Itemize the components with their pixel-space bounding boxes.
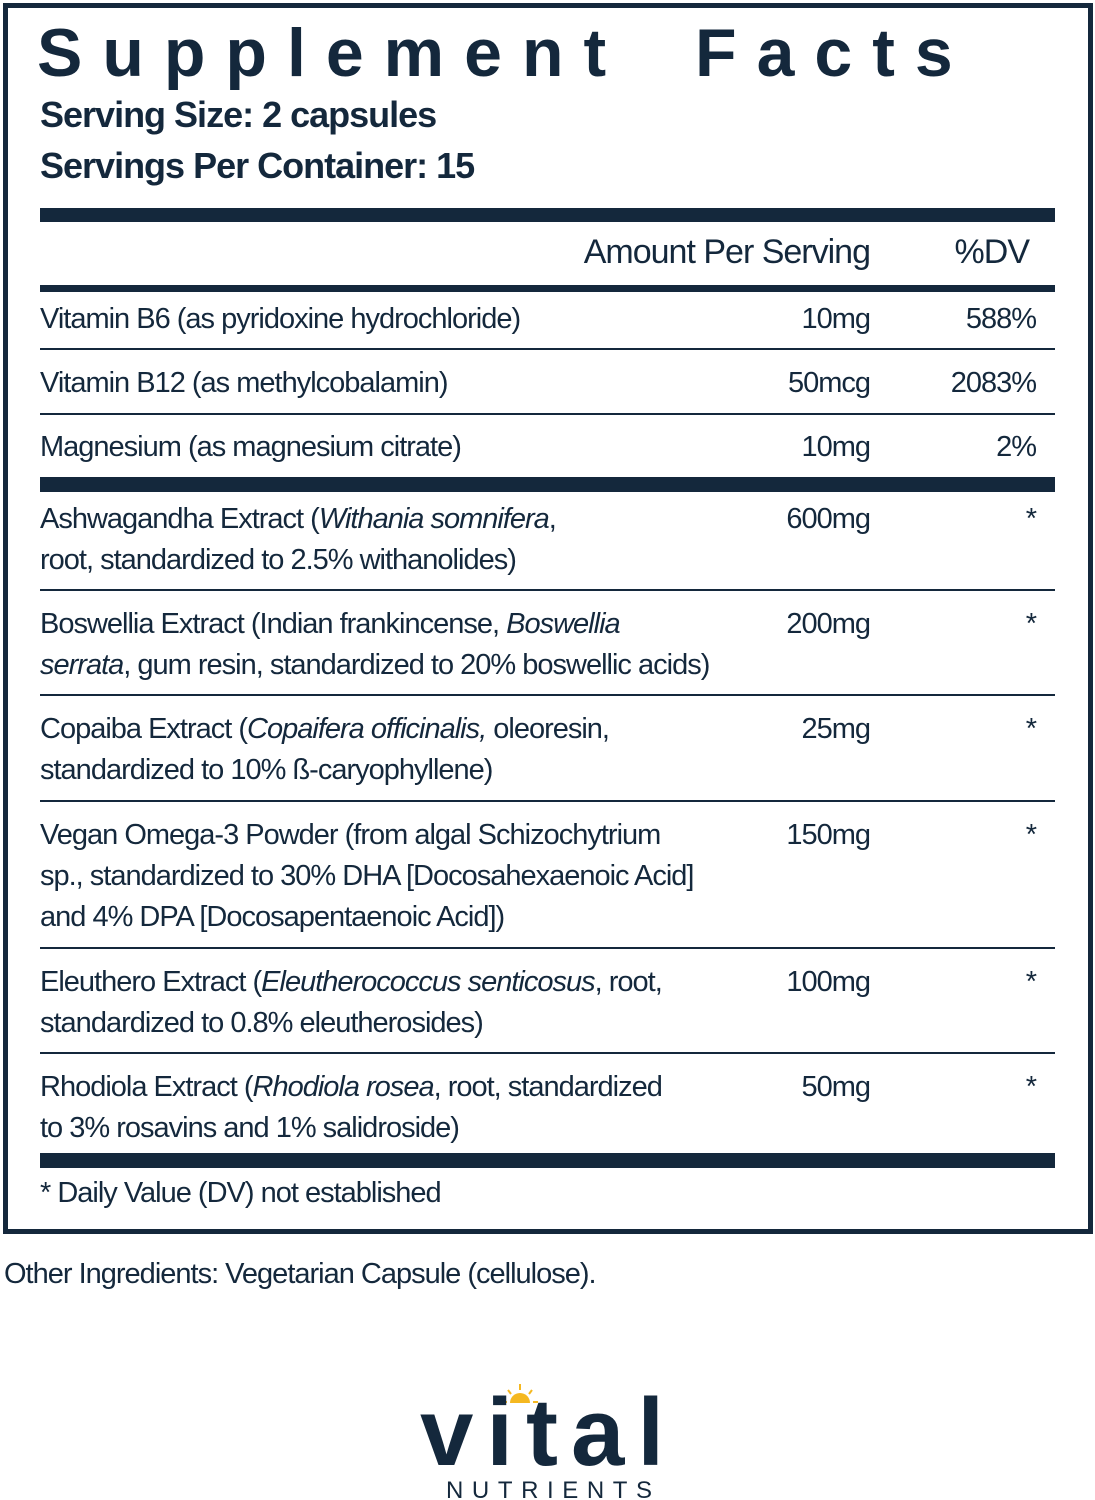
amount-per-serving: 150mg [786, 819, 871, 851]
serving-size: Serving Size: 2 capsules [40, 94, 437, 135]
daily-value: 2083% [950, 367, 1037, 399]
row-divider [40, 413, 1055, 415]
name-text: , root, standardized [433, 1071, 663, 1103]
name-text: Boswellia Extract (Indian frankincense, [40, 608, 507, 640]
daily-value: * [1025, 1071, 1037, 1103]
divider-thick [40, 208, 1055, 222]
table-row: Eleuthero Extract (Eleutherococcus senti… [40, 962, 1055, 1052]
ingredient-name: Vitamin B6 (as pyridoxine hydrochloride) [40, 299, 800, 340]
amount-per-serving: 10mg [801, 431, 871, 463]
row-divider [40, 1052, 1055, 1054]
botanical-name: serrata [40, 649, 124, 681]
name-text: , root, [594, 966, 663, 998]
other-ingredients: Other Ingredients: Vegetarian Capsule (c… [4, 1258, 597, 1290]
name-text: and 4% DPA [Docosapentaenoic Acid]) [40, 901, 505, 933]
name-text: Rhodiola Extract ( [40, 1071, 253, 1103]
botanical-name: Withania somnifera [318, 503, 550, 535]
daily-value: * [1025, 713, 1037, 745]
amount-per-serving: 50mg [801, 1071, 871, 1103]
name-text: Ashwagandha Extract ( [40, 503, 320, 535]
name-text: Eleuthero Extract ( [40, 966, 262, 998]
daily-value: 588% [965, 303, 1037, 335]
amount-per-serving: 600mg [786, 503, 871, 535]
name-text: root, standardized to 2.5% withanolides) [40, 544, 517, 576]
table-row: Ashwagandha Extract (Withania somnifera,… [40, 499, 1055, 589]
sun-icon [502, 1384, 538, 1403]
ingredient-name: Rhodiola Extract (Rhodiola rosea, root, … [40, 1067, 800, 1149]
name-text: Vitamin B12 (as methylcobalamin) [40, 367, 448, 399]
svg-text:vital: vital [420, 1379, 660, 1486]
daily-value: 2% [996, 431, 1037, 463]
ingredient-name: Ashwagandha Extract (Withania somnifera,… [40, 499, 800, 581]
daily-value: * [1025, 819, 1037, 851]
table-row: Magnesium (as magnesium citrate) 10mg 2% [40, 427, 1055, 477]
name-text: , [548, 503, 557, 535]
name-text: Magnesium (as magnesium citrate) [40, 431, 462, 463]
name-text: sp., standardized to 30% DHA [Docosahexa… [40, 860, 694, 892]
ingredient-name: Copaiba Extract (Copaifera officinalis, … [40, 709, 800, 791]
name-text: Vegan Omega-3 Powder (from algal Schizoc… [40, 819, 661, 851]
name-text: standardized to 0.8% eleutherosides) [40, 1007, 484, 1039]
supplement-facts-panel [3, 3, 1093, 1234]
vital-nutrients-logo: vital NUTRIENTS [420, 1379, 664, 1500]
name-text: standardized to 10% ß-caryophyllene) [40, 754, 493, 786]
panel-title: Supplement Facts [37, 15, 973, 91]
amount-header: Amount Per Serving [583, 233, 871, 271]
footnote: * Daily Value (DV) not established [40, 1177, 442, 1209]
ingredient-name: Vegan Omega-3 Powder (from algal Schizoc… [40, 815, 800, 938]
ingredient-name: Vitamin B12 (as methylcobalamin) [40, 363, 800, 404]
amount-per-serving: 100mg [786, 966, 871, 998]
table-row: Rhodiola Extract (Rhodiola rosea, root, … [40, 1067, 1055, 1153]
svg-text:NUTRIENTS: NUTRIENTS [446, 1477, 658, 1500]
botanical-name: Eleutherococcus senticosus [261, 966, 595, 998]
daily-value: * [1025, 503, 1037, 535]
divider-thick [40, 1153, 1055, 1168]
name-text: Copaiba Extract ( [40, 713, 248, 745]
table-row: Vitamin B6 (as pyridoxine hydrochloride)… [40, 299, 1055, 348]
ingredient-name: Boswellia Extract (Indian frankincense, … [40, 604, 800, 686]
name-text: oleoresin, [486, 713, 610, 745]
botanical-name: Copaifera officinalis, [247, 713, 487, 745]
table-row: Copaiba Extract (Copaifera officinalis, … [40, 709, 1055, 800]
name-text: Vitamin B6 (as pyridoxine hydrochloride) [40, 303, 521, 335]
servings-per-container: Servings Per Container: 15 [40, 145, 475, 186]
table-row: Vegan Omega-3 Powder (from algal Schizoc… [40, 815, 1055, 947]
botanical-name: Rhodiola rosea [252, 1071, 435, 1103]
botanical-name: Boswellia [506, 608, 620, 640]
table-row: Vitamin B12 (as methylcobalamin) 50mcg 208… [40, 363, 1055, 413]
ingredient-name: Magnesium (as magnesium citrate) [40, 427, 800, 468]
name-text: to 3% rosavins and 1% salidroside) [40, 1112, 460, 1144]
row-divider [40, 694, 1055, 696]
divider-medium [40, 285, 1055, 292]
amount-per-serving: 10mg [801, 303, 871, 335]
daily-value: * [1025, 966, 1037, 998]
row-divider [40, 589, 1055, 591]
name-text: , gum resin, standardized to 20% boswell… [123, 649, 710, 681]
row-divider [40, 348, 1055, 350]
table-row: Boswellia Extract (Indian frankincense, … [40, 604, 1055, 694]
amount-per-serving: 25mg [801, 713, 871, 745]
ingredient-name: Eleuthero Extract (Eleutherococcus senti… [40, 962, 800, 1044]
row-divider [40, 947, 1055, 949]
amount-per-serving: 50mcg [787, 367, 871, 399]
divider-thick [40, 477, 1055, 492]
amount-per-serving: 200mg [786, 608, 871, 640]
dv-header: %DV [954, 233, 1030, 271]
row-divider [40, 800, 1055, 802]
daily-value: * [1025, 608, 1037, 640]
